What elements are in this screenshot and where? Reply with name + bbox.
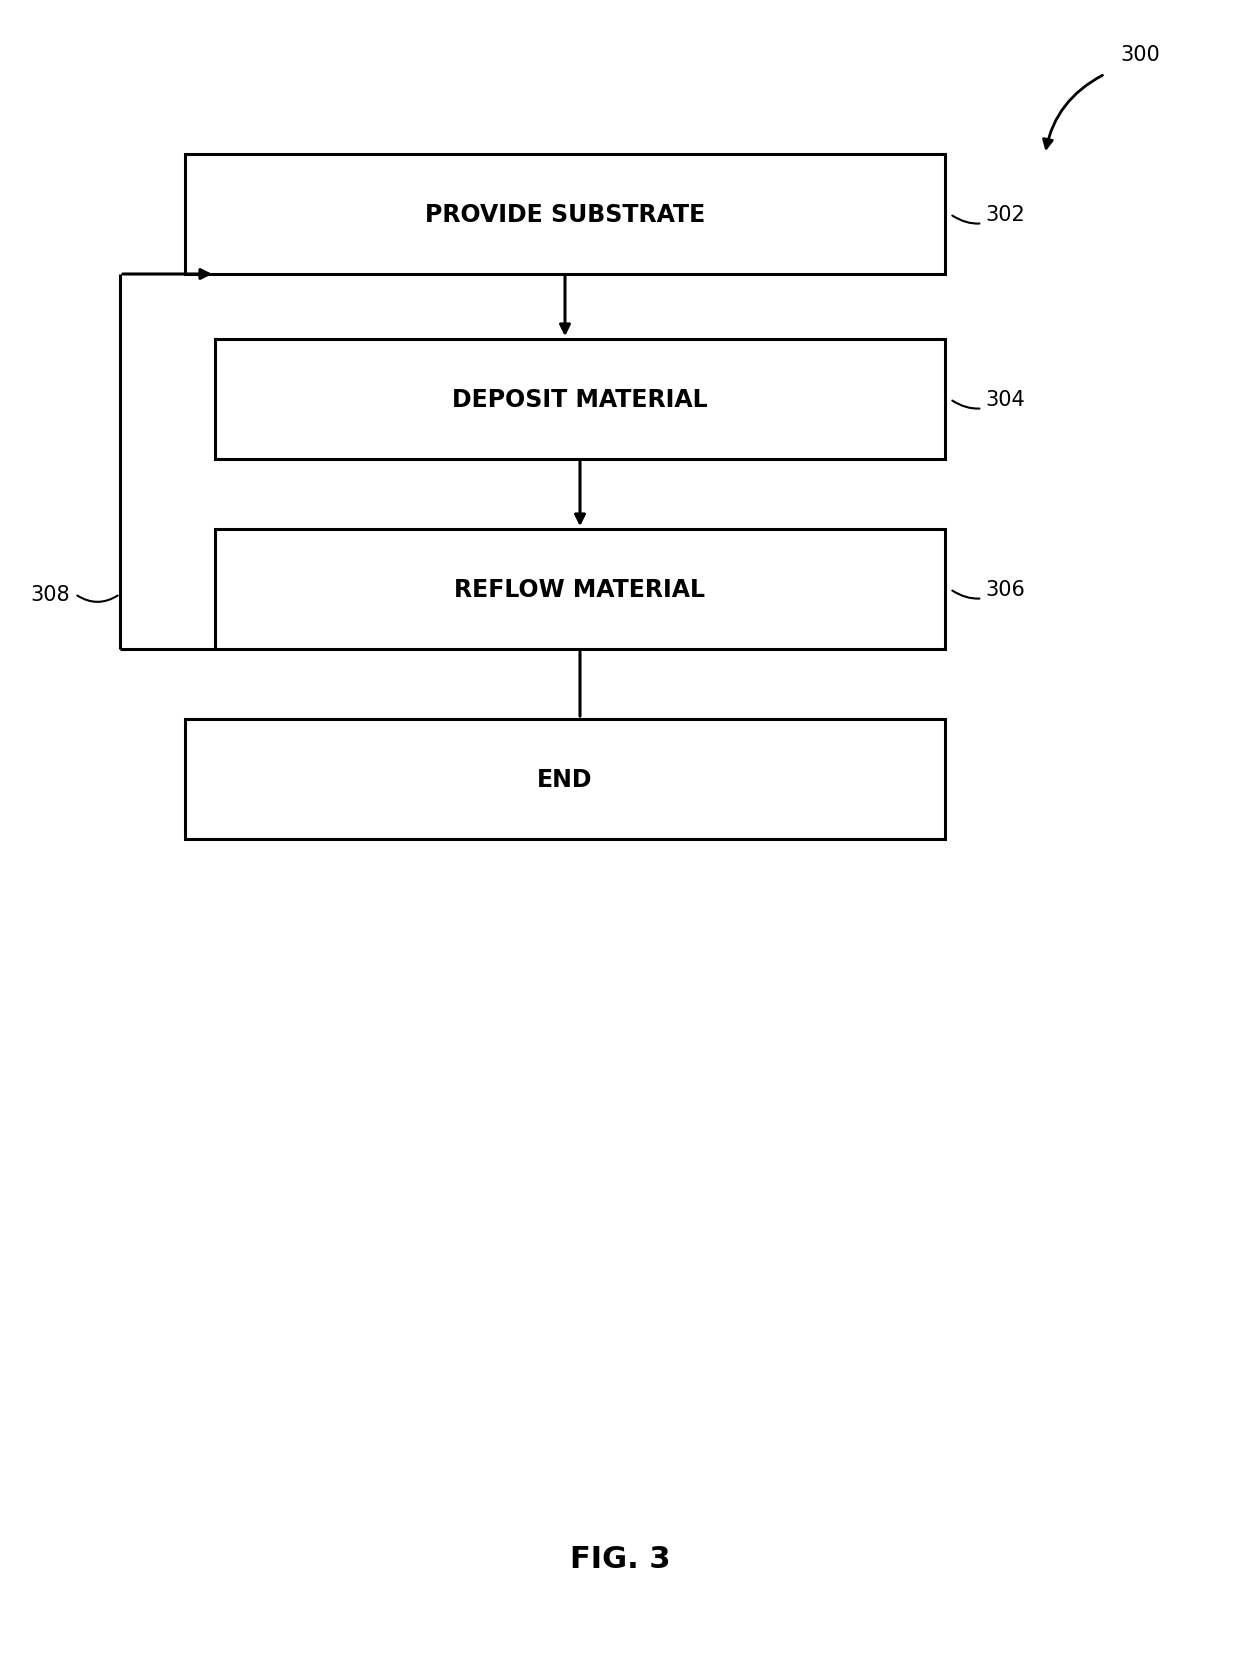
Bar xyxy=(185,155,945,275)
Text: 302: 302 xyxy=(952,205,1024,225)
Bar xyxy=(215,529,945,649)
Text: END: END xyxy=(537,767,593,792)
Bar xyxy=(215,339,945,459)
Text: FIG. 3: FIG. 3 xyxy=(569,1544,671,1574)
Bar xyxy=(185,719,945,840)
Text: 306: 306 xyxy=(952,579,1025,599)
Text: PROVIDE SUBSTRATE: PROVIDE SUBSTRATE xyxy=(425,203,706,226)
Text: 308: 308 xyxy=(30,584,69,604)
Text: DEPOSIT MATERIAL: DEPOSIT MATERIAL xyxy=(453,388,708,411)
Text: REFLOW MATERIAL: REFLOW MATERIAL xyxy=(455,577,706,602)
Text: 300: 300 xyxy=(1120,45,1159,65)
Text: 304: 304 xyxy=(952,389,1024,409)
